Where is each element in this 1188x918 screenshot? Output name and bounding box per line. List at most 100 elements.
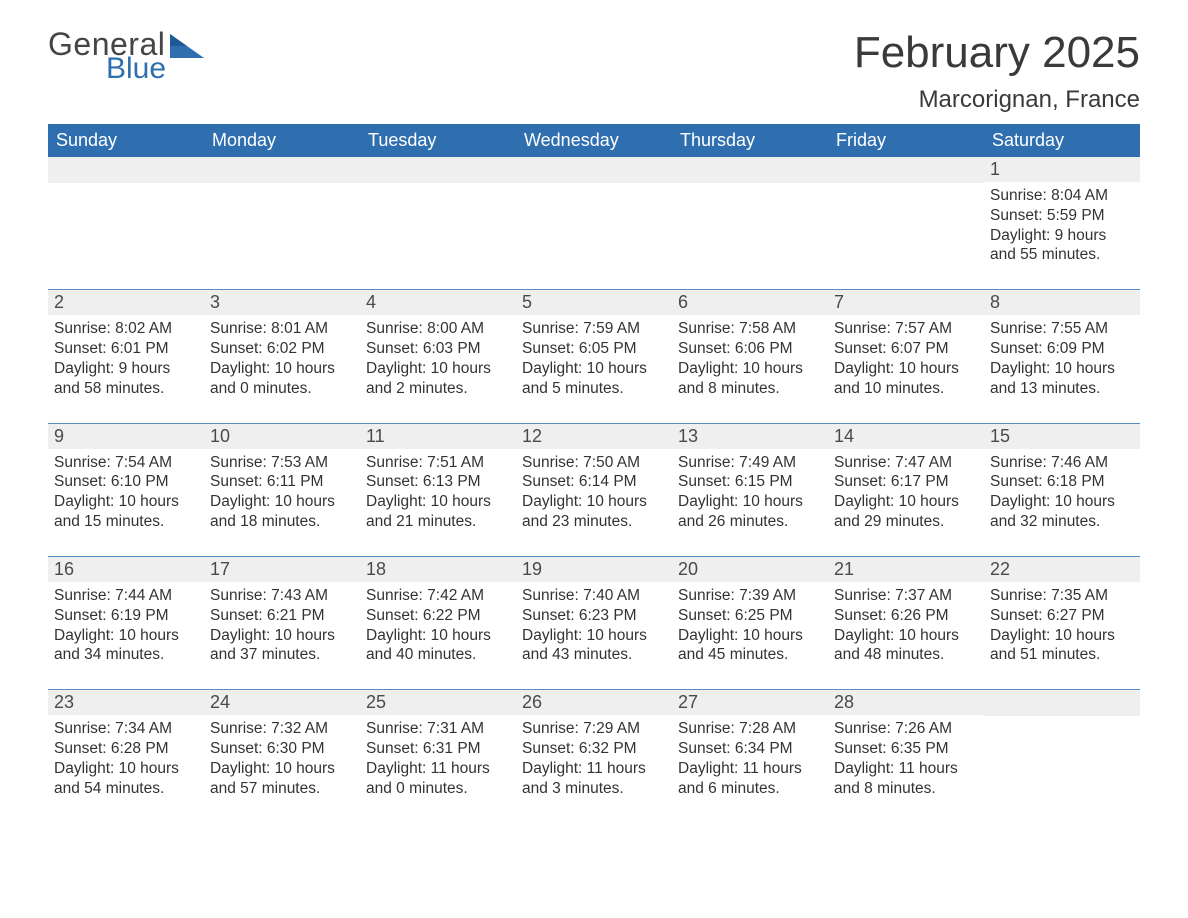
day-details: Sunrise: 8:01 AMSunset: 6:02 PMDaylight:… [204, 315, 360, 398]
day-details: Sunrise: 7:34 AMSunset: 6:28 PMDaylight:… [48, 715, 204, 798]
day-details: Sunrise: 7:43 AMSunset: 6:21 PMDaylight:… [204, 582, 360, 665]
daylight-line2: and 15 minutes. [54, 512, 198, 532]
day-number: 4 [360, 290, 516, 315]
calendar-day: 13Sunrise: 7:49 AMSunset: 6:15 PMDayligh… [672, 424, 828, 556]
daylight-line1: Daylight: 10 hours [54, 626, 198, 646]
day-details: Sunrise: 7:35 AMSunset: 6:27 PMDaylight:… [984, 582, 1140, 665]
daylight-line1: Daylight: 11 hours [366, 759, 510, 779]
day-number [828, 157, 984, 183]
sunset: Sunset: 6:34 PM [678, 739, 822, 759]
day-details: Sunrise: 7:26 AMSunset: 6:35 PMDaylight:… [828, 715, 984, 798]
daylight-line1: Daylight: 10 hours [54, 759, 198, 779]
calendar-day-empty [828, 157, 984, 289]
day-details: Sunrise: 7:49 AMSunset: 6:15 PMDaylight:… [672, 449, 828, 532]
weekday-header: SundayMondayTuesdayWednesdayThursdayFrid… [48, 124, 1140, 157]
day-number: 24 [204, 690, 360, 715]
daylight-line2: and 8 minutes. [834, 779, 978, 799]
day-details: Sunrise: 7:31 AMSunset: 6:31 PMDaylight:… [360, 715, 516, 798]
calendar-day: 18Sunrise: 7:42 AMSunset: 6:22 PMDayligh… [360, 557, 516, 689]
day-number [204, 157, 360, 183]
sunset: Sunset: 6:14 PM [522, 472, 666, 492]
sunset: Sunset: 6:02 PM [210, 339, 354, 359]
day-number: 7 [828, 290, 984, 315]
calendar-day: 19Sunrise: 7:40 AMSunset: 6:23 PMDayligh… [516, 557, 672, 689]
daylight-line2: and 2 minutes. [366, 379, 510, 399]
day-number: 21 [828, 557, 984, 582]
weekday-label: Wednesday [516, 124, 672, 157]
day-number: 1 [984, 157, 1140, 182]
day-details: Sunrise: 8:04 AMSunset: 5:59 PMDaylight:… [984, 182, 1140, 265]
daylight-line2: and 43 minutes. [522, 645, 666, 665]
daylight-line1: Daylight: 10 hours [678, 626, 822, 646]
day-details: Sunrise: 7:51 AMSunset: 6:13 PMDaylight:… [360, 449, 516, 532]
day-number: 15 [984, 424, 1140, 449]
sunrise: Sunrise: 7:37 AM [834, 586, 978, 606]
calendar-day: 2Sunrise: 8:02 AMSunset: 6:01 PMDaylight… [48, 290, 204, 422]
day-number: 2 [48, 290, 204, 315]
daylight-line2: and 57 minutes. [210, 779, 354, 799]
daylight-line1: Daylight: 10 hours [990, 359, 1134, 379]
day-details: Sunrise: 7:46 AMSunset: 6:18 PMDaylight:… [984, 449, 1140, 532]
day-number: 16 [48, 557, 204, 582]
daylight-line2: and 58 minutes. [54, 379, 198, 399]
sunrise: Sunrise: 8:00 AM [366, 319, 510, 339]
sunrise: Sunrise: 7:51 AM [366, 453, 510, 473]
daylight-line2: and 51 minutes. [990, 645, 1134, 665]
day-number: 28 [828, 690, 984, 715]
sunrise: Sunrise: 7:57 AM [834, 319, 978, 339]
daylight-line2: and 37 minutes. [210, 645, 354, 665]
weekday-label: Monday [204, 124, 360, 157]
day-number [516, 157, 672, 183]
daylight-line2: and 3 minutes. [522, 779, 666, 799]
daylight-line2: and 6 minutes. [678, 779, 822, 799]
calendar-day: 7Sunrise: 7:57 AMSunset: 6:07 PMDaylight… [828, 290, 984, 422]
daylight-line1: Daylight: 10 hours [678, 492, 822, 512]
daylight-line2: and 0 minutes. [366, 779, 510, 799]
calendar-day-empty [672, 157, 828, 289]
day-details: Sunrise: 7:57 AMSunset: 6:07 PMDaylight:… [828, 315, 984, 398]
calendar-day: 28Sunrise: 7:26 AMSunset: 6:35 PMDayligh… [828, 690, 984, 822]
daylight-line1: Daylight: 10 hours [522, 626, 666, 646]
daylight-line1: Daylight: 10 hours [522, 492, 666, 512]
sunrise: Sunrise: 7:29 AM [522, 719, 666, 739]
daylight-line1: Daylight: 10 hours [678, 359, 822, 379]
sunset: Sunset: 6:19 PM [54, 606, 198, 626]
logo-triangle-icon [170, 34, 204, 58]
calendar-day-empty [48, 157, 204, 289]
sunset: Sunset: 6:27 PM [990, 606, 1134, 626]
day-number [672, 157, 828, 183]
day-number: 12 [516, 424, 672, 449]
day-number [48, 157, 204, 183]
day-details: Sunrise: 8:02 AMSunset: 6:01 PMDaylight:… [48, 315, 204, 398]
sunrise: Sunrise: 7:31 AM [366, 719, 510, 739]
day-details: Sunrise: 7:32 AMSunset: 6:30 PMDaylight:… [204, 715, 360, 798]
calendar-day: 14Sunrise: 7:47 AMSunset: 6:17 PMDayligh… [828, 424, 984, 556]
logo: General Blue [48, 28, 204, 84]
calendar-day: 10Sunrise: 7:53 AMSunset: 6:11 PMDayligh… [204, 424, 360, 556]
calendar-day: 24Sunrise: 7:32 AMSunset: 6:30 PMDayligh… [204, 690, 360, 822]
daylight-line2: and 18 minutes. [210, 512, 354, 532]
daylight-line1: Daylight: 10 hours [366, 359, 510, 379]
calendar-body: 1Sunrise: 8:04 AMSunset: 5:59 PMDaylight… [48, 157, 1140, 823]
sunrise: Sunrise: 7:32 AM [210, 719, 354, 739]
sunset: Sunset: 6:05 PM [522, 339, 666, 359]
sunrise: Sunrise: 7:39 AM [678, 586, 822, 606]
weekday-label: Friday [828, 124, 984, 157]
logo-word2: Blue [106, 54, 166, 84]
weekday-label: Thursday [672, 124, 828, 157]
daylight-line1: Daylight: 10 hours [210, 492, 354, 512]
daylight-line2: and 8 minutes. [678, 379, 822, 399]
calendar-day-empty [516, 157, 672, 289]
daylight-line1: Daylight: 10 hours [522, 359, 666, 379]
day-number: 6 [672, 290, 828, 315]
day-number: 25 [360, 690, 516, 715]
daylight-line1: Daylight: 10 hours [366, 626, 510, 646]
daylight-line1: Daylight: 10 hours [834, 359, 978, 379]
day-details: Sunrise: 7:58 AMSunset: 6:06 PMDaylight:… [672, 315, 828, 398]
sunset: Sunset: 6:18 PM [990, 472, 1134, 492]
calendar-day: 15Sunrise: 7:46 AMSunset: 6:18 PMDayligh… [984, 424, 1140, 556]
calendar-day: 23Sunrise: 7:34 AMSunset: 6:28 PMDayligh… [48, 690, 204, 822]
day-details: Sunrise: 7:37 AMSunset: 6:26 PMDaylight:… [828, 582, 984, 665]
day-details: Sunrise: 7:28 AMSunset: 6:34 PMDaylight:… [672, 715, 828, 798]
daylight-line2: and 21 minutes. [366, 512, 510, 532]
